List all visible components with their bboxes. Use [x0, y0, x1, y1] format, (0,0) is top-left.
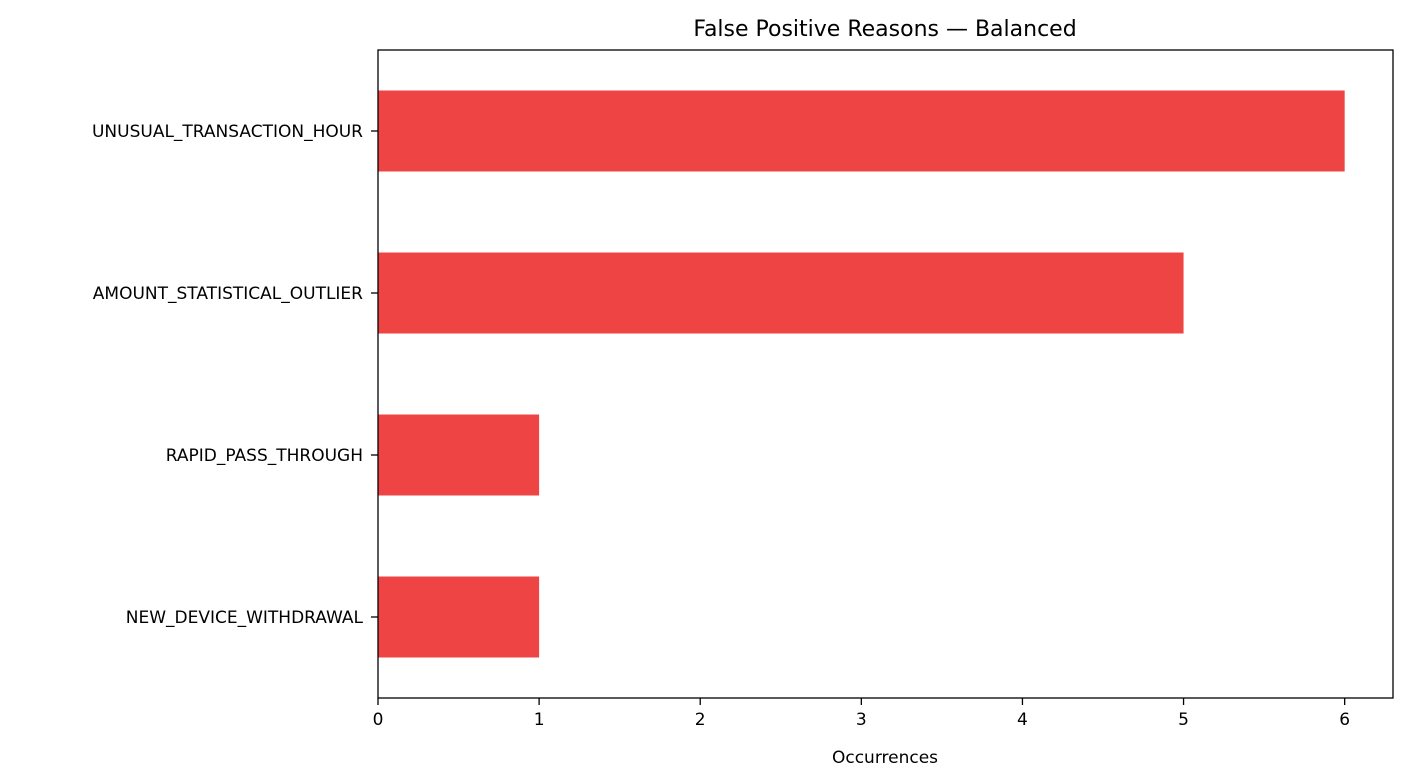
bar-new-device-withdrawal: [378, 576, 540, 658]
x-tick-label: 6: [1339, 710, 1350, 730]
y-tick-label: RAPID_PASS_THROUGH: [166, 446, 363, 466]
x-tick-label: 0: [373, 710, 384, 730]
bar-amount-statistical-outlier: [378, 252, 1184, 334]
x-tick-label: 4: [1017, 710, 1028, 730]
x-tick-label: 2: [695, 710, 706, 730]
x-axis: 0 1 2 3 4 5 6: [373, 698, 1350, 730]
x-tick-label: 3: [856, 710, 867, 730]
chart-title: False Positive Reasons — Balanced: [693, 17, 1076, 42]
y-tick-label: NEW_DEVICE_WITHDRAWAL: [126, 608, 364, 628]
bar-unusual-transaction-hour: [378, 90, 1345, 172]
y-tick-label: AMOUNT_STATISTICAL_OUTLIER: [93, 284, 363, 304]
y-tick-label: UNUSUAL_TRANSACTION_HOUR: [92, 122, 363, 142]
bar-rapid-pass-through: [378, 414, 540, 496]
y-axis: NEW_DEVICE_WITHDRAWAL RAPID_PASS_THROUGH A…: [92, 122, 378, 628]
x-axis-label: Occurrences: [832, 748, 938, 768]
bars-layer: [378, 90, 1345, 658]
plot-frame: [377, 49, 1394, 699]
x-tick-label: 1: [534, 710, 545, 730]
x-tick-label: 5: [1178, 710, 1189, 730]
